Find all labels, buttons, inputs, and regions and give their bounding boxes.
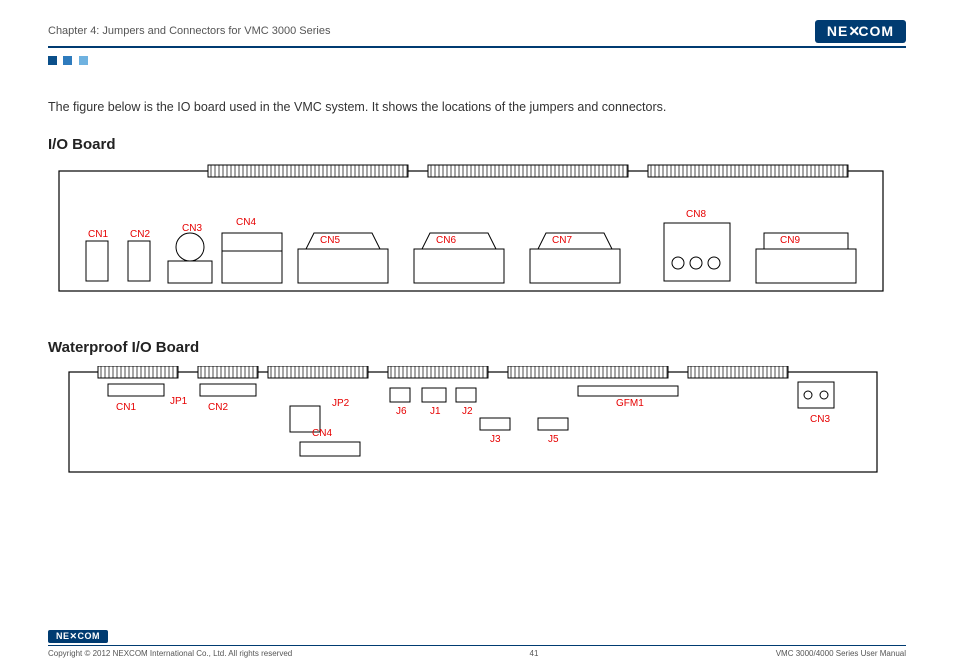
page-number: 41 <box>530 649 539 658</box>
wp-label-j5: J5 <box>548 434 559 445</box>
io-label-cn3: CN3 <box>182 223 202 234</box>
io-label-cn5: CN5 <box>320 235 340 246</box>
logo-nexcom-footer: NE✕COM <box>48 630 108 643</box>
io-label-cn9: CN9 <box>780 235 800 246</box>
wp-label-j6: J6 <box>396 406 407 417</box>
page-footer: NE✕COM Copyright © 2012 NEXCOM Internati… <box>48 626 906 659</box>
wp-label-j3: J3 <box>490 434 501 445</box>
intro-text: The figure below is the IO board used in… <box>48 100 906 114</box>
chapter-title: Chapter 4: Jumpers and Connectors for VM… <box>48 25 330 37</box>
wp-label-cn3: CN3 <box>810 414 830 425</box>
footer-rule <box>48 645 906 647</box>
wp-label-cn2: CN2 <box>208 402 228 413</box>
square-1 <box>48 56 57 65</box>
io-label-cn4: CN4 <box>236 217 256 228</box>
wp-label-cn1: CN1 <box>116 402 136 413</box>
wp-board-diagram: CN1 JP1 CN2 JP2 CN4 J6 J1 J2 J3 J5 GFM1 CN3 <box>68 366 878 486</box>
wp-board-svg <box>68 366 878 486</box>
square-2 <box>63 56 72 65</box>
io-label-cn7: CN7 <box>552 235 572 246</box>
io-label-cn2: CN2 <box>130 229 150 240</box>
io-board-diagram: CN1 CN2 CN3 CN4 CN5 CN6 CN7 CN8 CN9 <box>58 163 884 303</box>
wp-label-j2: J2 <box>462 406 473 417</box>
wp-label-j1: J1 <box>430 406 441 417</box>
io-label-cn1: CN1 <box>88 229 108 240</box>
io-board-title: I/O Board <box>48 136 906 153</box>
wp-label-gfm1: GFM1 <box>616 398 644 409</box>
wp-label-cn4: CN4 <box>312 428 332 439</box>
wp-label-jp2: JP2 <box>332 398 349 409</box>
header-rule <box>48 46 906 48</box>
io-label-cn6: CN6 <box>436 235 456 246</box>
logo-nexcom-header: NE✕COM <box>815 20 906 43</box>
wp-board-title: Waterproof I/O Board <box>48 339 906 356</box>
wp-label-jp1: JP1 <box>170 396 187 407</box>
manual-title: VMC 3000/4000 Series User Manual <box>776 649 906 658</box>
header-squares <box>48 52 906 70</box>
io-label-cn8: CN8 <box>686 209 706 220</box>
copyright-text: Copyright © 2012 NEXCOM International Co… <box>48 649 292 658</box>
square-3 <box>79 56 88 65</box>
